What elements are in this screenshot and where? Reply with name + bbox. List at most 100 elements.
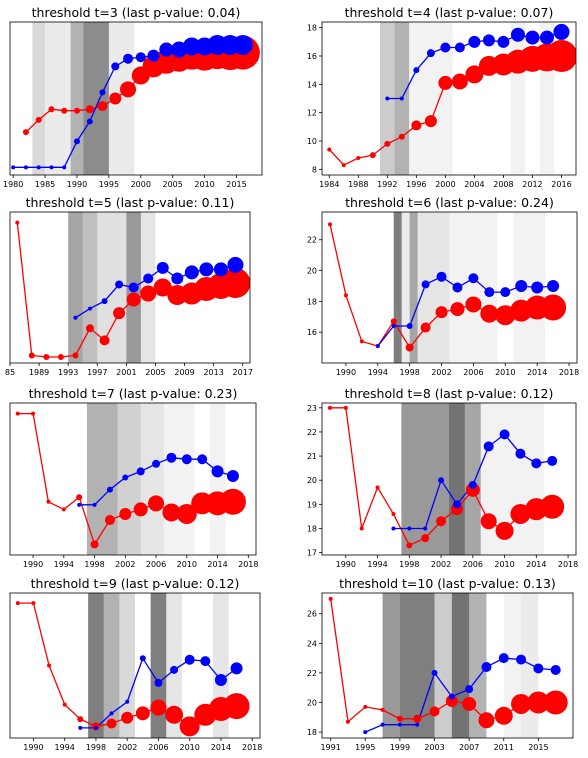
axes-frame bbox=[321, 402, 577, 556]
x-tick-label: 1994 bbox=[54, 560, 74, 569]
red-series-point bbox=[22, 129, 29, 136]
red-series-point bbox=[62, 702, 67, 707]
blue-series-point bbox=[101, 298, 108, 305]
series-group bbox=[15, 220, 250, 360]
red-series-point bbox=[545, 40, 576, 72]
axes-frame bbox=[321, 21, 577, 176]
red-series-point bbox=[86, 324, 94, 333]
axes-frame bbox=[9, 21, 263, 176]
chart-panel: 1991 1995 1999 2003 2007 2011 2015 18 20 22 24 26 th… bbox=[307, 576, 574, 752]
period-band bbox=[510, 22, 526, 175]
red-series-point bbox=[179, 716, 200, 737]
blue-series-point bbox=[498, 653, 509, 664]
blue-series-point bbox=[426, 49, 435, 58]
period-band bbox=[382, 593, 400, 738]
x-tick-label: 2018 bbox=[238, 560, 258, 569]
x-tick-label: 2010 bbox=[194, 180, 214, 189]
series-group bbox=[11, 34, 260, 170]
blue-series-point bbox=[499, 429, 510, 440]
x-tick-label: 2009 bbox=[174, 368, 194, 377]
x-tick-label: 1998 bbox=[399, 368, 419, 377]
x-tick-label: 2000 bbox=[435, 180, 455, 189]
axes-frame bbox=[321, 211, 578, 364]
x-tick-label: 2006 bbox=[146, 560, 166, 569]
blue-series-point bbox=[73, 138, 80, 145]
y-tick-label: 23 bbox=[307, 404, 317, 413]
x-tick-label: 2006 bbox=[148, 743, 168, 752]
blue-series-point bbox=[481, 661, 492, 672]
chart-title: threshold t=4 (last p-value: 0.07) bbox=[345, 5, 554, 20]
blue-series-point bbox=[497, 35, 510, 48]
blue-series-point bbox=[406, 323, 413, 330]
red-series-point bbox=[28, 352, 35, 359]
red-series-point bbox=[133, 502, 148, 517]
red-series-point bbox=[165, 705, 184, 724]
x-tick-label: 2002 bbox=[115, 560, 135, 569]
blue-series-point bbox=[375, 344, 380, 349]
period-band bbox=[117, 403, 141, 555]
blue-series-point bbox=[36, 165, 41, 170]
blue-series-point bbox=[156, 261, 169, 274]
y-tick-label: 18 bbox=[307, 728, 317, 737]
x-tick-label: 2005 bbox=[145, 368, 165, 377]
axes-frame bbox=[9, 402, 257, 556]
x-tick-label: 2014 bbox=[211, 743, 231, 752]
period-band bbox=[82, 212, 98, 363]
red-series-point bbox=[46, 499, 51, 504]
red-series-point bbox=[176, 503, 197, 524]
red-series-point bbox=[43, 353, 50, 360]
period-band bbox=[150, 593, 167, 738]
x-tick-label: 1990 bbox=[336, 560, 356, 569]
y-tick-label: 20 bbox=[307, 476, 317, 485]
band-group bbox=[382, 593, 539, 738]
period-band bbox=[451, 593, 470, 738]
blue-series-point bbox=[78, 725, 83, 730]
blue-series-point bbox=[23, 165, 28, 170]
blue-series-point bbox=[385, 96, 390, 101]
period-band bbox=[449, 403, 465, 555]
blue-series-point bbox=[106, 486, 113, 493]
y-tick-label: 18 bbox=[307, 24, 317, 33]
x-tick-label: 2002 bbox=[431, 368, 451, 377]
x-tick-label: 1990 bbox=[23, 743, 43, 752]
blue-series-point bbox=[213, 262, 228, 277]
blue-series-point bbox=[407, 526, 412, 531]
blue-series-point bbox=[553, 23, 570, 40]
band-group bbox=[86, 403, 226, 555]
blue-series-point bbox=[93, 725, 98, 730]
blue-series-point bbox=[11, 165, 16, 170]
chart-title: threshold t=9 (last p-value: 0.12) bbox=[31, 576, 240, 591]
blue-series-point bbox=[421, 280, 430, 289]
red-series-point bbox=[465, 296, 482, 313]
red-series-point bbox=[113, 307, 126, 320]
x-tick-label: 2002 bbox=[431, 560, 451, 569]
y-tick-label: 10 bbox=[307, 137, 317, 146]
y-tick-label: 14 bbox=[307, 80, 317, 89]
x-tick-label: 1995 bbox=[355, 743, 375, 752]
y-tick-label: 12 bbox=[307, 109, 317, 118]
blue-series-point bbox=[468, 35, 481, 48]
x-tick-label: 1990 bbox=[23, 560, 43, 569]
red-series-point bbox=[106, 718, 117, 729]
x-tick-label: 1984 bbox=[319, 180, 339, 189]
x-tick-label: 2012 bbox=[522, 180, 542, 189]
x-tick-label: 2016 bbox=[551, 180, 571, 189]
period-band bbox=[166, 593, 182, 738]
series-group bbox=[327, 222, 567, 352]
blue-series-point bbox=[184, 654, 195, 665]
chart-title: threshold t=10 (last p-value: 0.13) bbox=[339, 576, 556, 591]
blue-series-point bbox=[232, 34, 253, 55]
y-tick-label: 22 bbox=[307, 428, 317, 437]
red-series-point bbox=[135, 706, 150, 721]
blue-series-point bbox=[483, 441, 494, 452]
y-tick-label: 8 bbox=[312, 165, 317, 174]
red-series-point bbox=[223, 693, 250, 720]
y-tick-label: 16 bbox=[307, 328, 317, 337]
blue-series-point bbox=[115, 280, 124, 289]
red-series-point bbox=[61, 107, 68, 114]
red-series-point bbox=[76, 494, 83, 501]
red-series-point bbox=[140, 285, 157, 302]
blue-series-point bbox=[109, 711, 114, 716]
x-tick-label: 1999 bbox=[390, 743, 410, 752]
blue-series-point bbox=[125, 699, 130, 704]
